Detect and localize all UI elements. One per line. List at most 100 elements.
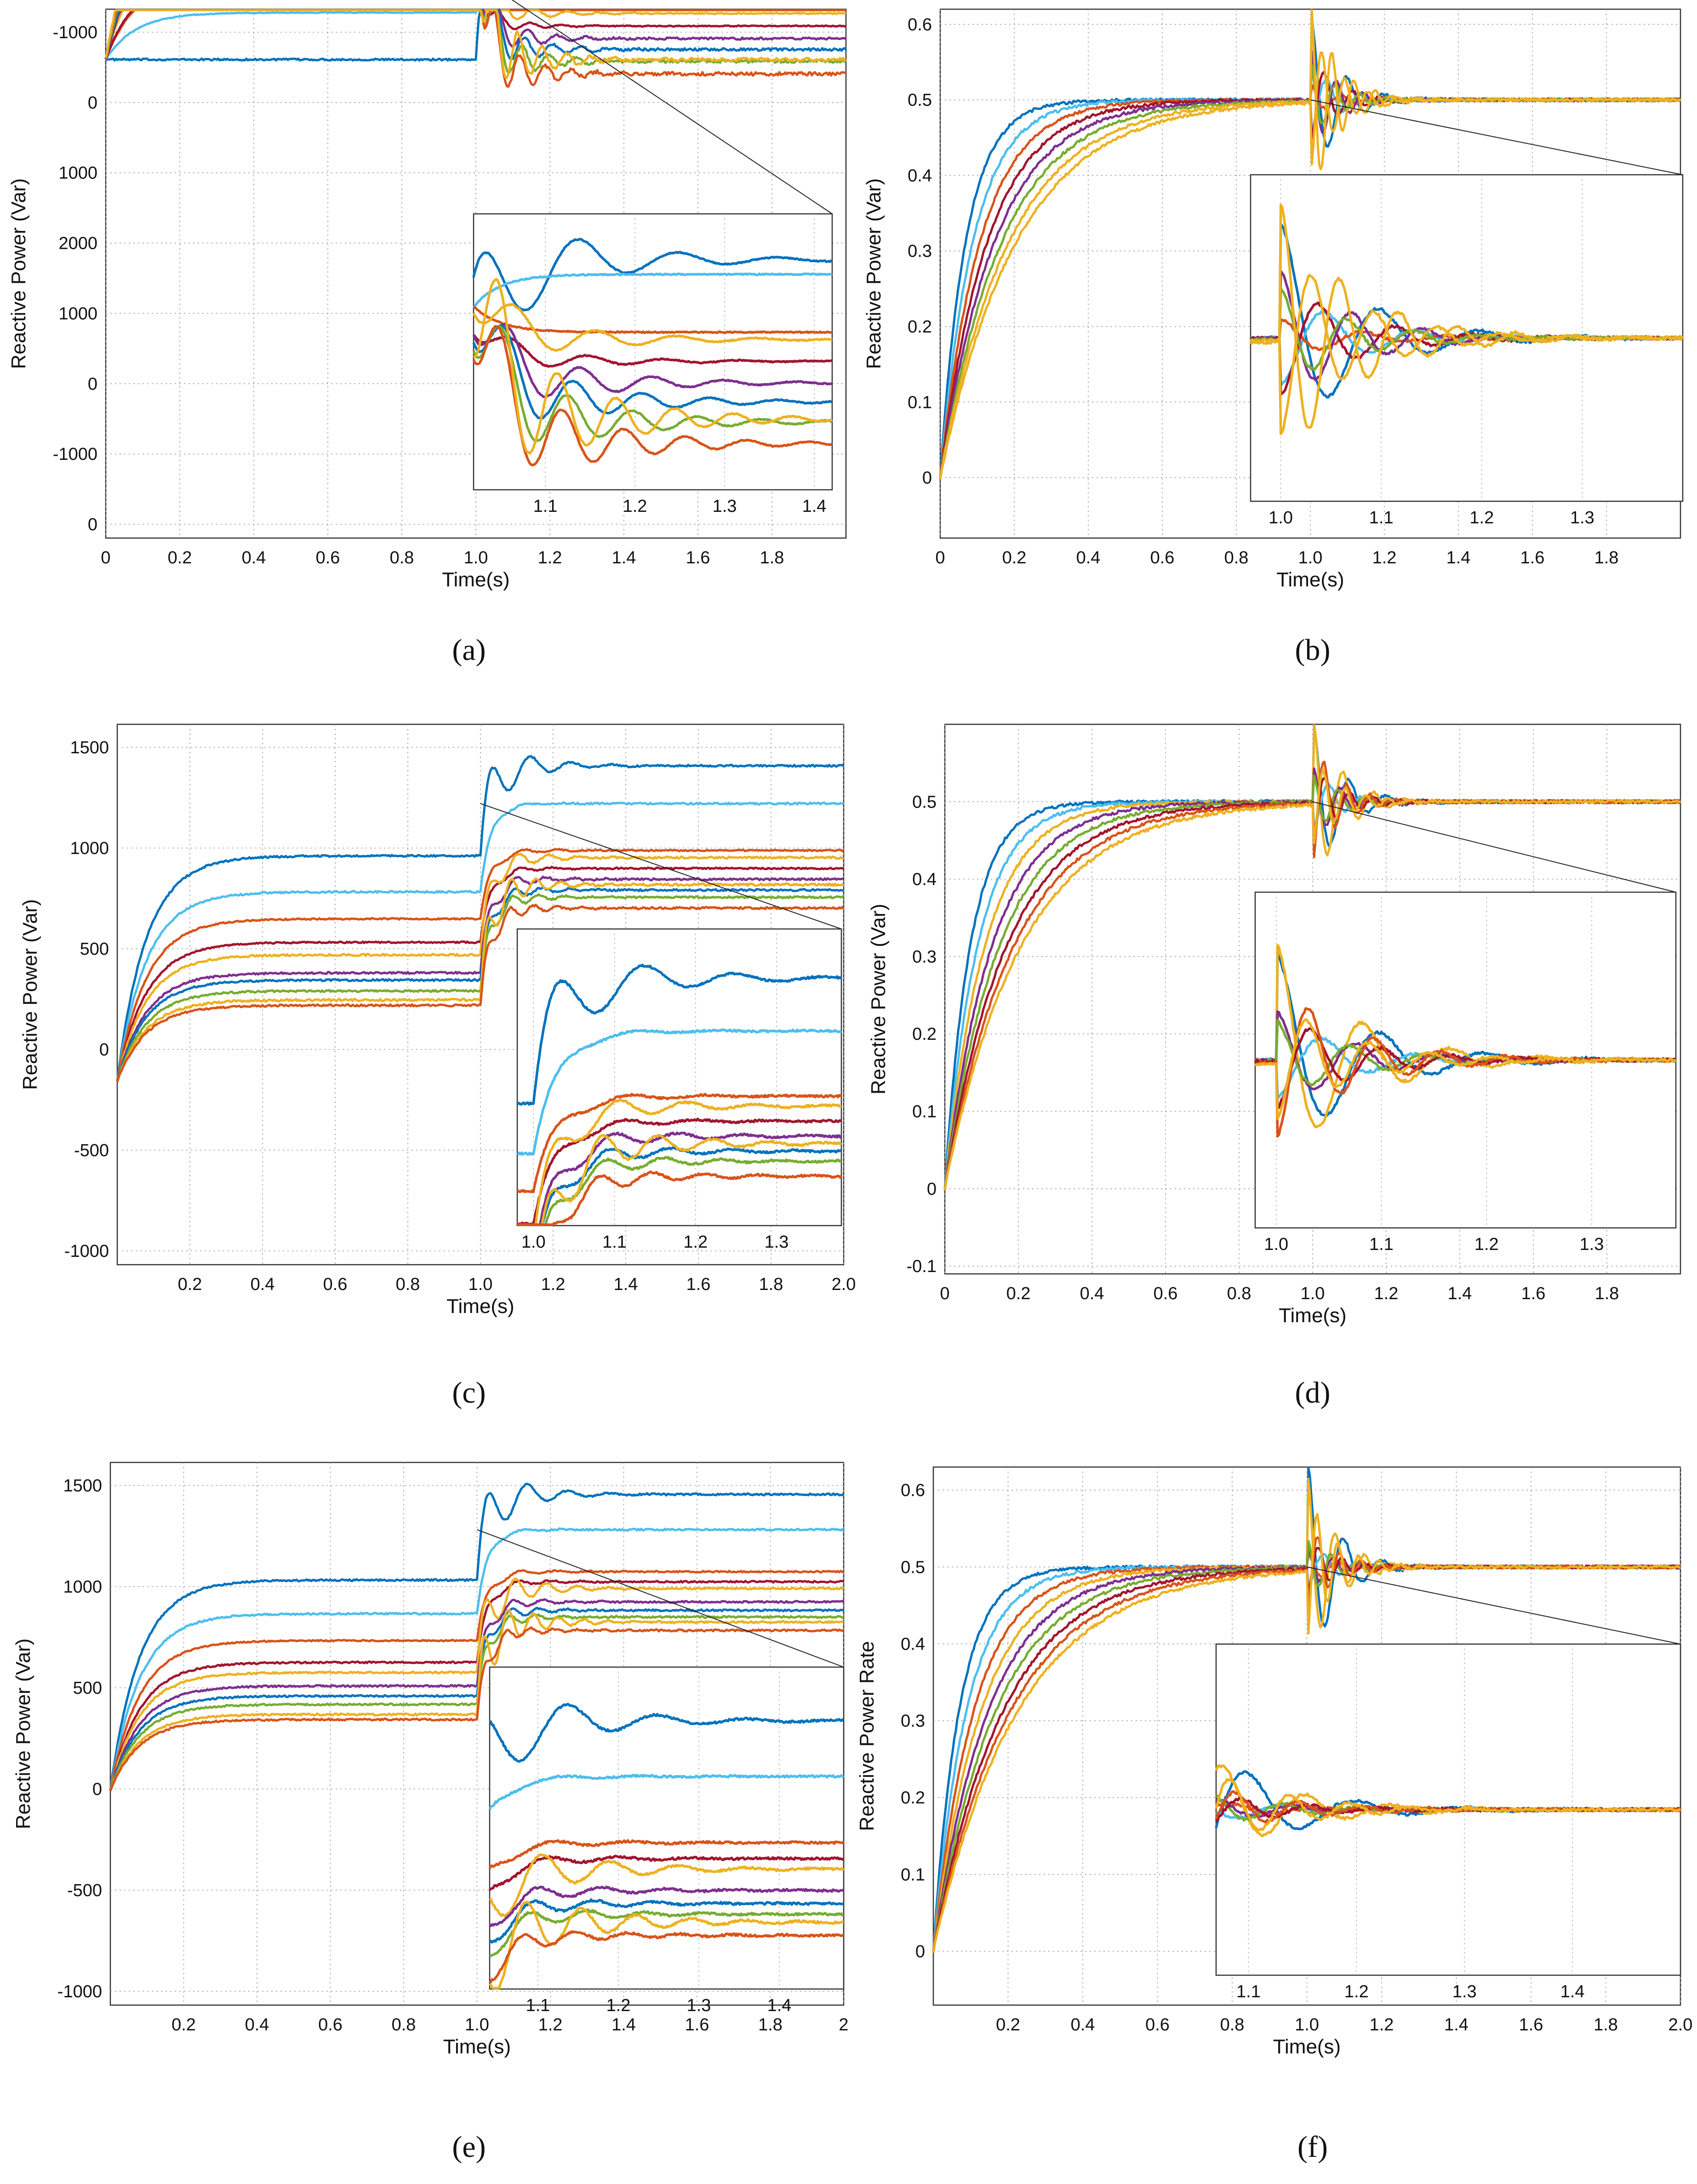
x-tick-label: 1.6: [686, 1275, 711, 1294]
inset-tick-label: 1.4: [1560, 1982, 1585, 2001]
y-tick-label: 0.2: [908, 317, 932, 337]
inset-tick-label: 1.4: [767, 1996, 792, 2015]
x-tick-label: 1.2: [538, 548, 562, 567]
x-tick-label: 1.8: [758, 2015, 783, 2035]
inset-tick-label: 1.1: [602, 1232, 627, 1252]
series-line: [109, 1483, 845, 1791]
x-tick-label: 2: [839, 2015, 848, 2035]
x-tick-label: 0.2: [178, 1275, 202, 1294]
x-tick-label: 1.0: [464, 548, 488, 567]
x-tick-label: 1.6: [686, 548, 710, 567]
x-tick-label: 1.2: [1374, 1284, 1399, 1303]
series-line: [116, 904, 845, 1083]
x-tick-label: 0.8: [396, 1275, 420, 1294]
inset-series-line: [488, 1901, 844, 1989]
zoom-connector: [1312, 801, 1676, 893]
inset-series-line: [488, 1773, 845, 1810]
y-tick-label: -1000: [57, 1982, 102, 2001]
inset-series-line: [516, 963, 842, 1106]
x-tick-label: 1.0: [1295, 2015, 1319, 2035]
inset-series-line: [517, 1099, 842, 1226]
inset-series-line: [516, 1093, 843, 1193]
y-axis-label: Reactive Power (Var): [863, 178, 885, 369]
inset-tick-label: 1.1: [1369, 508, 1394, 527]
panel-caption: (f): [1297, 2130, 1328, 2164]
series-line: [109, 1626, 845, 1792]
inset-series-line: [517, 1170, 843, 1226]
x-tick-label: 0.4: [242, 548, 266, 567]
inset-tick-label: 1.4: [802, 497, 827, 516]
y-tick-label: -0.1: [907, 1257, 937, 1276]
inset-series-line: [472, 272, 833, 309]
y-tick-label: 0: [922, 469, 932, 488]
inset-series-line: [1215, 1778, 1681, 1832]
inset-series-line: [489, 1930, 844, 1984]
series-line: [104, 9, 847, 79]
y-axis-label: Reactive Power (Var): [12, 1639, 34, 1829]
inset-tick-label: 1.0: [1268, 508, 1293, 527]
inset-tick-label: 1.1: [1236, 1982, 1261, 2001]
inset-series-line: [1250, 203, 1683, 429]
x-tick-label: 0.6: [323, 1275, 348, 1294]
y-tick-label: 0.5: [908, 91, 932, 110]
y-tick-label: -1000: [53, 23, 97, 42]
y-tick-label: -1000: [64, 1242, 109, 1261]
x-tick-label: 0.4: [1076, 548, 1101, 567]
zoom-connector: [1310, 99, 1683, 175]
y-tick-label: -1000: [53, 445, 97, 464]
inset-series-line: [472, 334, 833, 368]
y-tick-label: 0: [88, 93, 97, 113]
x-tick-label: 1.0: [469, 1275, 493, 1294]
x-tick-label: 1.2: [538, 2015, 563, 2035]
y-tick-label: 0.3: [901, 1712, 925, 1731]
y-tick-label: 0: [88, 515, 97, 534]
zoom-connector: [511, 0, 833, 214]
y-tick-label: 1000: [58, 304, 97, 323]
x-tick-label: 0.8: [1220, 2015, 1245, 2035]
inset-tick-label: 1.2: [1474, 1235, 1499, 1254]
x-tick-label: 0.6: [318, 2015, 343, 2035]
y-tick-label: 1500: [70, 738, 109, 757]
y-tick-label: 0.4: [908, 166, 932, 185]
y-tick-label: 0.1: [908, 393, 932, 412]
zoom-connector: [480, 803, 842, 929]
x-tick-label: 0.4: [1071, 2015, 1095, 2035]
panel-caption: (a): [452, 633, 486, 667]
series-line: [116, 801, 844, 1082]
y-axis-label: Reactive Power (Var): [7, 178, 30, 369]
x-tick-label: 1.6: [1521, 1284, 1546, 1303]
x-tick-label: 0.2: [168, 548, 192, 567]
series-line: [932, 1513, 1681, 1953]
x-tick-label: 1.0: [465, 2015, 489, 2035]
y-tick-label: 1000: [58, 164, 97, 183]
x-tick-label: 2.0: [1668, 2015, 1693, 2035]
y-tick-label: 500: [80, 940, 109, 959]
x-tick-label: 1.4: [614, 1275, 638, 1294]
inset-tick-label: 1.2: [1344, 1982, 1369, 2001]
y-axis-label: Reactive Power Rate: [856, 1641, 878, 1831]
inset-tick-label: 1.1: [533, 497, 558, 516]
x-tick-label: 0: [101, 548, 110, 567]
x-tick-label: 1.0: [1298, 548, 1323, 567]
series-line: [109, 1569, 844, 1791]
y-tick-label: 0.1: [901, 1865, 925, 1885]
inset-series-line: [489, 1702, 845, 1763]
y-tick-label: 1000: [63, 1577, 102, 1597]
zoom-connector: [1307, 1566, 1681, 1645]
x-axis-label: Time(s): [1279, 1304, 1346, 1327]
inset-series-line: [517, 1118, 842, 1226]
y-tick-label: 1500: [63, 1476, 102, 1496]
x-tick-label: 0.2: [996, 2015, 1020, 2035]
zoom-connector: [477, 1529, 844, 1668]
chart-panel-c: 0.2 0.4 0.6 0.8 1.0 1.2 1.4 1.6 1.8 2.0 1500 1000 50…: [19, 723, 856, 1410]
series-line: [116, 853, 845, 1083]
inset-series-line: [517, 1134, 842, 1226]
y-tick-label: 1000: [70, 839, 109, 858]
y-tick-label: 2000: [58, 234, 97, 253]
y-tick-label: 0.3: [908, 242, 932, 261]
x-tick-label: 1.4: [1446, 548, 1471, 567]
chart-panel-b: 0 0.2 0.4 0.6 0.8 1.0 1.2 1.4 1.6 1.8 0.6 0.5 0.4 0.3…: [863, 8, 1684, 667]
x-tick-label: 0.2: [171, 2015, 196, 2035]
x-tick-label: 1.6: [1519, 2015, 1543, 2035]
